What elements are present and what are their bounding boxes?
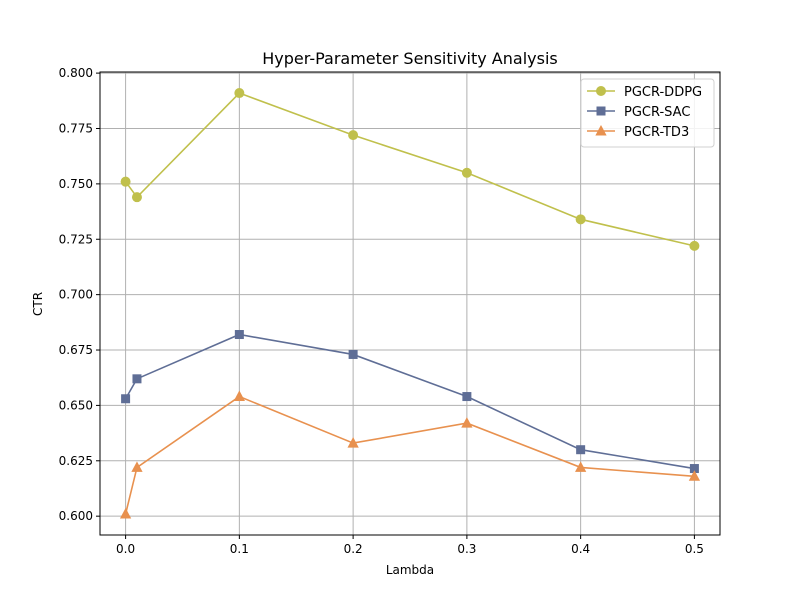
data-point <box>234 88 245 99</box>
legend-label: PGCR-TD3 <box>624 125 689 140</box>
x-tick-label: 0.2 <box>344 542 363 556</box>
y-tick-label: 0.675 <box>59 343 93 357</box>
x-axis-label: Lambda <box>386 563 434 577</box>
y-tick-label: 0.800 <box>59 66 93 80</box>
y-tick-label: 0.700 <box>59 288 93 302</box>
data-point <box>131 192 142 203</box>
legend-marker <box>596 106 606 116</box>
data-point <box>233 390 245 402</box>
series-line <box>124 395 695 515</box>
y-axis-label: CTR <box>31 292 45 316</box>
y-tick-label: 0.775 <box>59 121 93 135</box>
legend-item: PGCR-TD3 <box>587 124 689 140</box>
legend-box <box>580 78 715 148</box>
data-point <box>347 437 359 448</box>
data-point <box>688 470 701 481</box>
data-point <box>132 374 142 384</box>
y-tick-label: 0.725 <box>59 232 93 246</box>
data-point <box>121 394 131 404</box>
x-tick-label: 0.3 <box>457 542 476 556</box>
series-pgcr-ddpg <box>120 88 700 251</box>
legend-marker <box>596 86 606 96</box>
data-point <box>689 240 700 251</box>
y-tick-label: 0.650 <box>59 398 93 412</box>
series-pgcr-sac <box>121 330 699 474</box>
data-point <box>461 167 472 178</box>
x-tick-label: 0.4 <box>571 542 590 556</box>
plot-frame <box>99 71 721 536</box>
data-point <box>131 461 143 472</box>
data-point <box>461 417 473 428</box>
data-point <box>234 330 244 340</box>
legend-marker <box>595 124 607 136</box>
y-tick-label: 0.625 <box>59 454 93 468</box>
series-line <box>124 333 695 470</box>
data-point <box>348 349 358 359</box>
data-point <box>575 461 587 472</box>
legend: PGCR-DDPG PGCR-SAC PGCR-TD3 <box>580 78 715 148</box>
x-tick-label: 0.5 <box>685 542 704 556</box>
axis-ticks: 0.0 0.1 0.2 0.3 0.4 0.5 0.600 0.625 0.650 0.675 0.… <box>59 66 704 556</box>
data-point <box>462 392 472 402</box>
data-point <box>120 176 131 187</box>
legend-item: PGCR-SAC <box>587 105 690 120</box>
data-point <box>576 445 586 455</box>
series-layer <box>119 88 701 519</box>
series-pgcr-td3 <box>119 390 701 519</box>
x-tick-label: 0.1 <box>230 542 249 556</box>
chart-title: Hyper-Parameter Sensitivity Analysis <box>262 49 557 68</box>
y-tick-label: 0.600 <box>59 509 93 523</box>
legend-item: PGCR-DDPG <box>587 85 702 100</box>
data-point <box>348 130 359 141</box>
legend-label: PGCR-DDPG <box>624 85 702 100</box>
x-tick-label: 0.0 <box>116 542 135 556</box>
y-tick-label: 0.750 <box>59 177 93 191</box>
legend-label: PGCR-SAC <box>624 105 690 120</box>
data-point <box>119 507 132 519</box>
data-point <box>575 214 586 225</box>
